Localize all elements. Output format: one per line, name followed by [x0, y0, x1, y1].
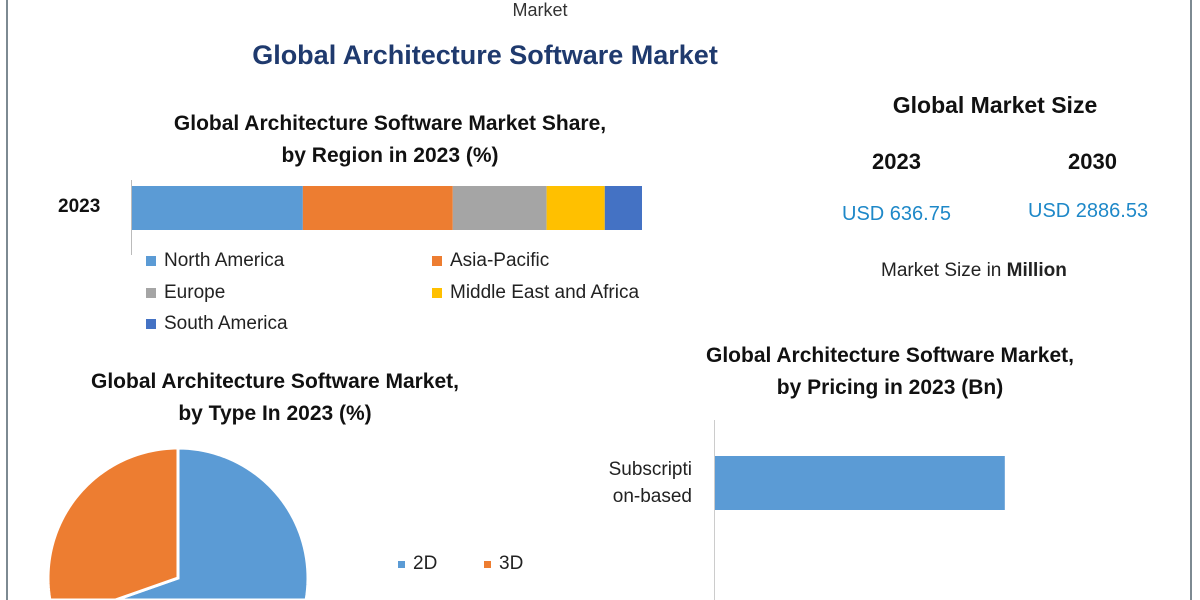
legend-swatch [146, 319, 156, 329]
unit-prefix: Market Size in [881, 260, 1007, 281]
legend-item-3d: 3D [484, 553, 523, 575]
pricing-bar-chart [715, 456, 1005, 510]
category-line2: on-based [612, 486, 692, 507]
pricing-bar-0 [715, 456, 1005, 510]
legend-label: Europe [164, 282, 226, 303]
type-title-line2: by Type In 2023 (%) [178, 402, 372, 425]
bar-segment-north-america [132, 186, 303, 230]
region-stacked-bar [132, 186, 642, 230]
region-category-label: 2023 [58, 196, 101, 217]
pricing-title-line1: Global Architecture Software Market, [706, 344, 1074, 367]
year-2030: 2030 [1068, 149, 1117, 174]
bar-segment-asia-pacific [302, 186, 453, 230]
pricing-axis [714, 420, 715, 600]
legend-swatch [432, 288, 442, 298]
legend-item-north-america: North America [146, 250, 284, 272]
pricing-category-label: Subscripti on-based [580, 456, 692, 510]
main-title: Global Architecture Software Market [252, 40, 718, 70]
region-title-line1: Global Architecture Software Market Shar… [173, 112, 607, 135]
pie-slice-3d [46, 446, 180, 600]
year-2023: 2023 [872, 149, 921, 174]
legend-swatch [146, 256, 156, 266]
legend-swatch [484, 560, 491, 568]
pricing-title-line2: by Pricing in 2023 (Bn) [776, 376, 1004, 399]
legend-label: South America [164, 313, 288, 334]
legend-label: Asia-Pacific [450, 250, 550, 271]
type-title-line1: Global Architecture Software Market, [91, 370, 459, 393]
market-size-unit: Market Size in Million [881, 260, 1067, 282]
legend-item-europe: Europe [146, 282, 225, 304]
legend-swatch [146, 288, 156, 298]
value-2030: USD 2886.53 [1028, 200, 1149, 222]
region-title-line2: by Region in 2023 (%) [281, 144, 499, 167]
infographic-frame [6, 0, 1192, 600]
legend-item-middle-east-and-africa: Middle East and Africa [432, 282, 639, 304]
legend-item-asia-pacific: Asia-Pacific [432, 250, 549, 272]
legend-label: 3D [499, 553, 524, 574]
region-chart-title: Global Architecture Software Market Shar… [110, 108, 670, 172]
legend-label: Middle East and Africa [450, 282, 640, 303]
pricing-chart-title: Global Architecture Software Market, by … [640, 340, 1140, 404]
legend-swatch [398, 560, 405, 568]
bar-segment-middle-east-and-africa [546, 186, 605, 230]
bar-segment-europe [452, 186, 547, 230]
pie-slice-2d [114, 446, 310, 600]
type-pie-chart [46, 446, 310, 600]
type-chart-title: Global Architecture Software Market, by … [70, 366, 480, 430]
legend-swatch [432, 256, 442, 266]
value-2023: USD 636.75 [842, 203, 951, 225]
market-size-title: Global Market Size [892, 92, 1098, 118]
legend-label: 2D [413, 553, 438, 574]
bar-segment-south-america [604, 186, 642, 230]
unit-bold: Million [1006, 260, 1067, 281]
legend-item-2d: 2D [398, 553, 437, 575]
region-axis [131, 180, 132, 255]
category-line1: Subscripti [608, 459, 692, 480]
legend-label: North America [164, 250, 285, 271]
top-title-fragment: Market [512, 0, 568, 20]
legend-item-south-america: South America [146, 313, 288, 335]
